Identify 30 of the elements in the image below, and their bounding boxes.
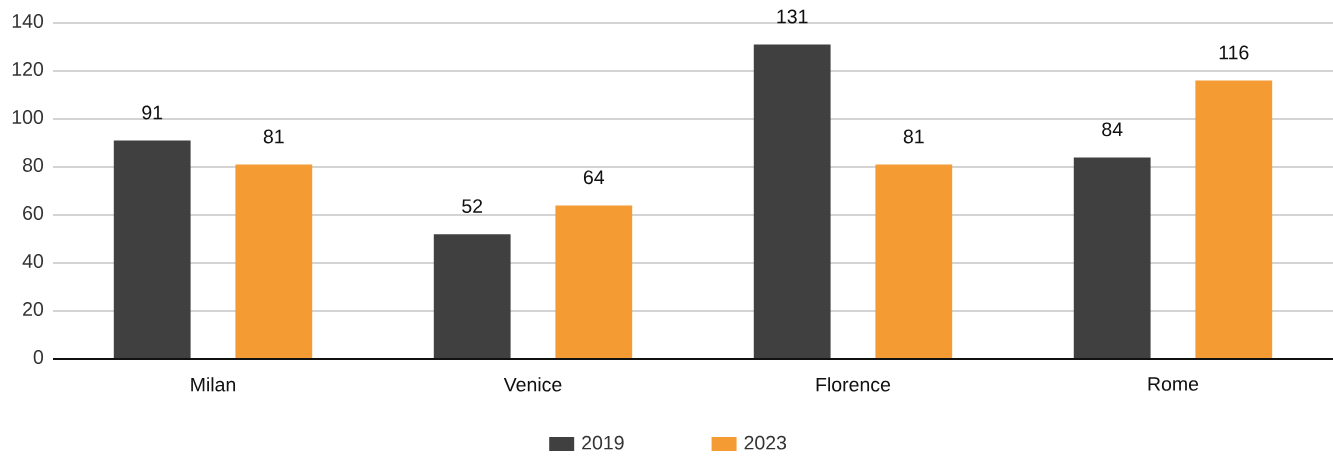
bar <box>1195 80 1273 359</box>
y-tick-label: 80 <box>22 158 44 172</box>
y-tick-label: 60 <box>23 206 44 220</box>
bar <box>555 205 633 359</box>
y-tick-label: 40 <box>22 254 44 268</box>
data-label: 81 <box>903 129 924 144</box>
x-tick-label: Florence <box>816 377 891 392</box>
data-label: 91 <box>142 105 163 120</box>
data-label: 81 <box>263 129 284 144</box>
data-label: 84 <box>1102 122 1123 137</box>
data-label: 131 <box>777 9 808 24</box>
data-label: 52 <box>462 199 483 213</box>
data-label: 64 <box>583 170 605 185</box>
y-tick-label: 20 <box>23 302 44 316</box>
legend-label: 2019 <box>582 435 624 450</box>
data-label: 116 <box>1219 45 1249 60</box>
bar <box>875 164 953 359</box>
y-tick-label: 100 <box>12 110 44 124</box>
bar <box>235 164 313 359</box>
y-tick-label: 120 <box>12 62 44 76</box>
x-tick-label: Milan <box>191 377 236 392</box>
y-tick-label: 0 <box>33 350 44 364</box>
bar <box>433 234 511 359</box>
bar <box>113 140 191 359</box>
bar <box>1073 157 1151 359</box>
legend-label: 2023 <box>744 435 787 450</box>
x-tick-label: Rome <box>1148 377 1199 391</box>
y-tick-label: 140 <box>12 14 44 28</box>
x-tick-label: Venice <box>503 377 562 392</box>
bar <box>753 44 831 359</box>
